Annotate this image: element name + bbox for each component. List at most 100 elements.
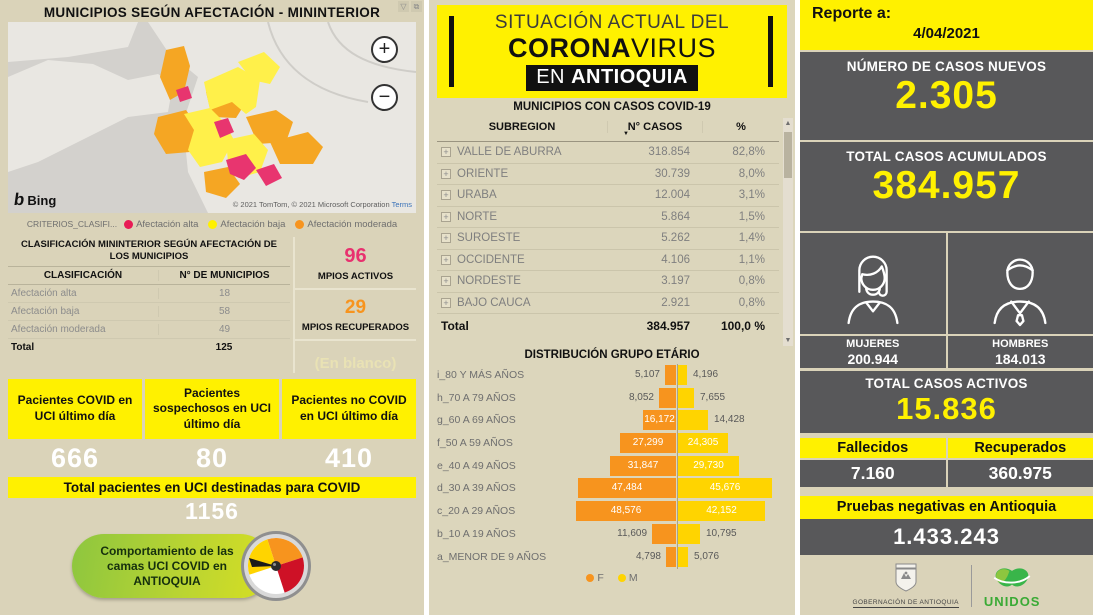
cases-table-row[interactable]: + OCCIDENTE 4.106 1,1% <box>437 250 779 271</box>
unidos-icon <box>993 567 1031 586</box>
female-value-label: 27,299 <box>632 437 664 449</box>
cases-table-row[interactable]: + VALLE DE ABURRÁ 318.854 82,8% <box>437 142 779 164</box>
legend-label: Afectación moderada <box>307 218 398 230</box>
subregion-pct: 1,4% <box>738 232 765 245</box>
sort-descending-icon[interactable]: ▼ <box>623 131 629 137</box>
bar-female[interactable]: 27,299 <box>620 433 676 454</box>
classification-value: 18 <box>158 287 290 299</box>
cases-table-row[interactable]: + NORDESTE 3.197 0,8% <box>437 271 779 293</box>
uci-card-value: 410 <box>324 443 374 473</box>
chart-legend-item[interactable]: M <box>617 572 638 584</box>
scrollbar-thumb[interactable] <box>784 132 792 178</box>
subregion-name: NORTE <box>457 210 498 223</box>
filter-icon[interactable]: ▽ <box>398 1 409 12</box>
bar-female[interactable]: 31,847 <box>610 455 676 476</box>
col-n-casos[interactable]: N° CASOS <box>607 121 702 133</box>
expand-icon[interactable]: + <box>441 297 451 308</box>
female-value-label: 11,609 <box>617 527 647 539</box>
subregion-pct: 8,0% <box>738 167 765 180</box>
bar-female[interactable] <box>666 546 676 567</box>
map-legend-item[interactable]: Afectación baja <box>208 219 285 230</box>
expand-icon[interactable]: + <box>441 147 451 158</box>
uci-beds-button[interactable]: Comportamiento de las camas UCI COVID en… <box>72 534 272 598</box>
table-scrollbar[interactable]: ▲ ▼ <box>783 118 793 346</box>
cases-table-row[interactable]: + ORIENTE 30.739 8,0% <box>437 164 779 185</box>
scroll-down-icon[interactable]: ▼ <box>784 337 792 344</box>
mpios-activos-value: 96 <box>344 245 367 267</box>
map-zoom-in-button[interactable]: + <box>371 36 398 63</box>
bar-female[interactable]: 47,484 <box>578 478 676 499</box>
map-attribution: © 2021 TomTom, © 2021 Microsoft Corporat… <box>232 200 412 209</box>
classification-row[interactable]: Afectación alta 18 <box>8 285 290 303</box>
focus-mode-icon[interactable]: ⧉ <box>411 1 422 12</box>
bar-female[interactable] <box>665 365 676 385</box>
cases-table-title: MUNICIPIOS CON CASOS COVID-19 <box>513 101 711 113</box>
uci-card-label: Pacientes no COVID en UCI último día <box>282 379 416 439</box>
bar-male[interactable]: 45,676 <box>678 478 772 499</box>
legend-label: M <box>628 572 638 584</box>
col-clasificacion[interactable]: CLASIFICACIÓN <box>43 269 123 281</box>
classification-total-row: Total 125 <box>11 341 233 353</box>
age-group-label: h_70 A 79 AÑOS <box>437 391 516 404</box>
map-zoom-out-button[interactable]: − <box>371 84 398 111</box>
cases-table-row[interactable]: + SUROESTE 5.262 1,4% <box>437 228 779 250</box>
new-cases-card: NÚMERO DE CASOS NUEVOS 2.305 <box>800 52 1093 140</box>
map-legend-item[interactable]: Afectación moderada <box>295 219 397 230</box>
bar-male[interactable] <box>678 523 700 544</box>
bar-female[interactable] <box>659 387 676 408</box>
map-legend-item[interactable]: Afectación alta <box>124 219 198 230</box>
bar-male[interactable]: 24,305 <box>678 433 728 454</box>
subregion-cases: 5.262 <box>661 232 690 245</box>
map-terms-link[interactable]: Terms <box>391 200 412 209</box>
subregion-pct: 0,8% <box>738 275 765 288</box>
center-panel: SITUACIÓN ACTUAL DEL CORONAVIRUS EN ANTI… <box>429 0 795 615</box>
cases-table-row[interactable]: + NORTE 5.864 1,5% <box>437 207 779 228</box>
bar-female[interactable]: 16,172 <box>643 410 676 431</box>
age-chart: i_80 Y MÁS AÑOS 5,107 4,196 h_70 A 79 AÑOS 8… <box>429 364 795 569</box>
subregion-pct: 3,1% <box>738 189 765 202</box>
expand-icon[interactable]: + <box>441 211 451 222</box>
women-card <box>800 233 946 334</box>
chart-legend-item[interactable]: F <box>586 572 604 584</box>
bar-male[interactable]: 42,152 <box>678 501 765 522</box>
bar-male[interactable] <box>678 410 708 431</box>
col-subregion[interactable]: SUBREGION <box>488 121 556 133</box>
bing-logo: b Bing <box>12 190 57 209</box>
affectation-map[interactable]: + − b Bing © 2021 TomTom, © 2021 Microso… <box>8 22 416 213</box>
age-group-label: i_80 Y MÁS AÑOS <box>437 369 525 381</box>
col-n-municipios[interactable]: N° DE MUNICIPIOS <box>158 269 290 281</box>
bar-male[interactable] <box>678 387 694 408</box>
bar-male[interactable] <box>678 365 687 385</box>
gauge-icon <box>240 530 312 602</box>
expand-icon[interactable]: + <box>441 276 451 287</box>
expand-icon[interactable]: + <box>441 190 451 201</box>
uci-card: Pacientes no COVID en UCI último día 410 <box>282 379 416 474</box>
cases-table-row[interactable]: + URABÁ 12.004 3,1% <box>437 185 779 207</box>
male-value-label: 24,305 <box>687 437 719 449</box>
expand-icon[interactable]: + <box>441 254 451 265</box>
cases-total-row: Total 384.957 100,0 % <box>441 319 765 333</box>
age-group-label: e_40 A 49 AÑOS <box>437 459 516 472</box>
bar-male[interactable]: 29,730 <box>678 455 739 476</box>
bar-female[interactable]: 48,576 <box>576 501 676 522</box>
classification-value: 49 <box>158 323 290 335</box>
classification-row[interactable]: Afectación baja 58 <box>8 303 290 321</box>
male-value-label: 29,730 <box>693 459 724 471</box>
female-value-label: 5,107 <box>634 369 660 380</box>
map-legend: CRITERIOS_CLASIFI... Afectación alta Afec… <box>0 215 424 233</box>
expand-icon[interactable]: + <box>441 233 451 244</box>
subregion-cases: 30.739 <box>654 167 690 180</box>
col-pct[interactable]: % <box>702 121 779 133</box>
bar-male[interactable] <box>678 546 688 567</box>
cases-table-row[interactable]: + BAJO CAUCA 2.921 0,8% <box>437 293 779 314</box>
cases-table: SUBREGION N° CASOS % ▼ + VALLE DE ABURRÁ 3… <box>437 118 779 335</box>
mpios-blank-value: (En blanco) <box>314 355 397 372</box>
age-chart-row: h_70 A 79 AÑOS 8,052 7,655 <box>429 387 795 410</box>
expand-icon[interactable]: + <box>441 168 451 179</box>
subregion-cases: 2.921 <box>661 296 690 309</box>
bar-female[interactable] <box>652 523 676 544</box>
scroll-up-icon[interactable]: ▲ <box>784 120 792 127</box>
male-value-label: 4,196 <box>693 369 719 380</box>
classification-row[interactable]: Afectación moderada 49 <box>8 321 290 339</box>
